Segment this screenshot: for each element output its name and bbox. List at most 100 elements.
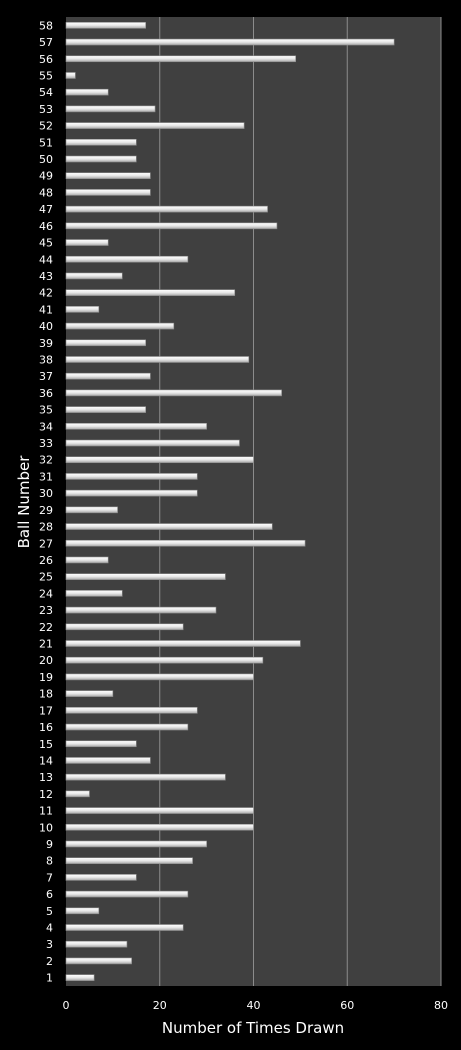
y-tick-label: 12 [39,788,53,801]
y-tick-label: 53 [39,103,53,116]
bar-ball-45 [65,239,109,246]
y-tick-label: 36 [39,387,53,400]
y-tick-label: 56 [39,53,53,66]
y-tick-label: 34 [39,420,53,433]
y-tick-label: 3 [46,938,53,951]
y-tick-label: 19 [39,671,53,684]
bar-ball-16 [65,723,189,731]
y-tick-label: 15 [39,738,53,751]
x-tick-label: 60 [340,999,354,1012]
bar-ball-57 [65,38,395,46]
bar-ball-3 [65,940,128,948]
bar-ball-30 [65,489,198,497]
bar-ball-26 [65,556,109,564]
bar-ball-19 [65,673,254,681]
y-axis-title: Ball Number [15,455,33,549]
bar-ball-1 [65,974,95,981]
bar-ball-37 [65,372,151,380]
bar-ball-10 [65,823,254,831]
x-tick-label: 20 [153,999,167,1012]
y-tick-label: 46 [39,220,53,233]
bar-ball-48 [65,189,151,196]
bar-ball-31 [65,473,198,480]
y-tick-label: 4 [46,922,53,935]
bar-ball-22 [65,623,184,631]
y-tick-label: 6 [46,888,53,901]
y-tick-label: 51 [39,136,53,149]
y-tick-label: 22 [39,621,53,634]
bar-ball-53 [65,105,156,113]
y-tick-label: 24 [39,587,53,600]
bar-ball-27 [65,539,306,547]
y-tick-label: 39 [39,337,53,350]
bar-ball-15 [65,740,137,748]
y-tick-label: 21 [39,638,53,651]
x-axis-title: Number of Times Drawn [162,1019,344,1037]
bar-ball-5 [65,907,100,915]
bar-ball-11 [65,807,254,814]
y-tick-label: 17 [39,704,53,717]
bar-ball-49 [65,172,151,180]
y-tick-label: 49 [39,170,53,183]
y-tick-label: 57 [39,36,53,49]
y-tick-label: 47 [39,203,53,216]
y-tick-label: 30 [39,487,53,500]
y-tick-label: 35 [39,404,53,417]
bar-ball-23 [65,606,217,614]
bar-ball-17 [65,707,198,714]
bar-ball-9 [65,840,207,848]
x-tick-label: 0 [63,999,70,1012]
bar-ball-13 [65,773,226,781]
bar-ball-24 [65,590,123,597]
y-tick-label: 29 [39,504,53,517]
bar-ball-54 [65,88,109,96]
bar-ball-6 [65,890,189,898]
bar-ball-25 [65,573,226,580]
y-tick-label: 13 [39,771,53,784]
bar-ball-38 [65,356,250,363]
y-tick-label: 31 [39,470,53,483]
bar-ball-47 [65,205,268,213]
bar-ball-44 [65,255,189,263]
y-tick-label: 43 [39,270,53,283]
bar-ball-29 [65,506,118,514]
bar-ball-41 [65,306,100,313]
bar-ball-21 [65,640,301,647]
x-tick-label: 80 [434,999,448,1012]
y-tick-label: 37 [39,370,53,383]
y-tick-label: 32 [39,454,53,467]
y-tick-label: 44 [39,253,53,266]
bar-ball-2 [65,957,132,965]
y-tick-label: 45 [39,237,53,250]
bar-ball-56 [65,55,296,63]
bar-ball-34 [65,423,207,430]
y-tick-label: 26 [39,554,53,567]
y-tick-label: 52 [39,120,53,133]
y-tick-label: 23 [39,604,53,617]
y-tick-label: 58 [39,19,53,32]
y-tick-label: 28 [39,521,53,534]
y-tick-label: 54 [39,86,53,99]
y-tick-label: 11 [39,805,53,818]
y-tick-label: 18 [39,688,53,701]
bar-ball-8 [65,857,193,864]
y-tick-label: 1 [46,972,53,985]
y-tick-label: 27 [39,537,53,550]
bar-ball-7 [65,874,137,881]
bar-ball-52 [65,122,245,129]
y-tick-label: 50 [39,153,53,166]
bar-ball-14 [65,757,151,764]
x-tick-label: 40 [247,999,261,1012]
bar-ball-28 [65,523,273,530]
bar-ball-32 [65,456,254,464]
y-tick-label: 55 [39,69,53,82]
y-tick-label: 20 [39,654,53,667]
y-tick-label: 9 [46,838,53,851]
y-tick-label: 33 [39,437,53,450]
bar-ball-46 [65,222,278,230]
bar-ball-42 [65,289,236,296]
bar-ball-43 [65,272,123,280]
bar-ball-20 [65,656,264,664]
y-tick-label: 8 [46,855,53,868]
